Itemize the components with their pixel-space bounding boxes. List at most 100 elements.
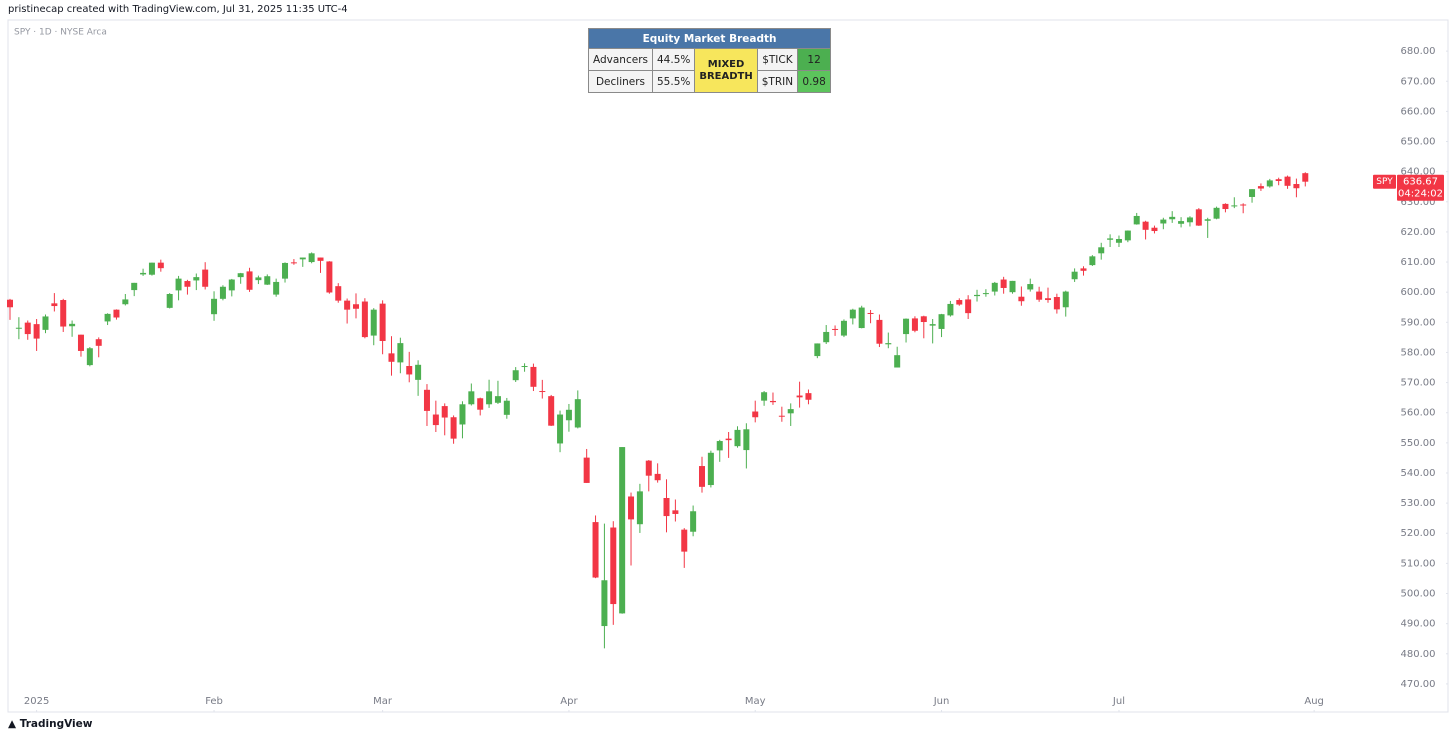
candle-body [681,529,688,552]
candle-body [867,312,874,314]
candle-body [211,298,218,315]
candle-body [503,400,510,415]
candle-body [1257,186,1264,189]
candle-body [1160,219,1167,224]
candle-body [468,391,475,405]
candle-body [397,343,404,363]
candle-body [539,391,546,393]
table-cell: 0.98 [797,70,832,93]
candle-body [805,393,812,400]
y-tick-label: 560.00 [1401,408,1436,419]
candle-body [1107,238,1114,240]
candle-body [237,273,244,278]
price-tag-symbol: SPY [1376,177,1393,187]
candle-body [832,328,839,330]
candle-body [1036,291,1043,300]
candle-body [494,396,501,403]
candle-body [1080,268,1087,271]
candle-body [1000,279,1007,288]
candle-body [42,316,49,330]
candle-body [858,307,865,329]
candle-body [184,281,191,287]
y-tick-label: 580.00 [1401,347,1436,358]
candle-body [273,281,280,295]
candle-body [982,293,989,295]
candle-body [282,262,289,279]
candle-body [255,277,262,281]
candle-body [654,473,661,481]
candle-body [51,303,58,307]
y-tick-label: 550.00 [1401,438,1436,449]
candle-body [193,277,200,281]
candle-body [86,348,93,366]
y-tick-label: 490.00 [1401,619,1436,630]
x-tick-label: Jul [1112,696,1125,707]
candle-body [166,293,173,308]
candle-body [441,406,448,418]
candle-body [769,400,776,403]
breadth-table: Equity Market Breadth Advancers 44.5% MI… [587,28,832,93]
y-tick-label: 530.00 [1401,498,1436,509]
candle-body [450,417,457,439]
candle-body [1018,296,1025,302]
table-cell: Decliners [588,70,653,93]
table-cell: Advancers [588,48,653,71]
table-cell: 44.5% [651,48,696,71]
candle-body [929,324,936,326]
candle-body [1124,230,1131,241]
candle-body [1240,204,1247,206]
candle-body [903,318,910,335]
x-tick-label: Apr [560,696,578,707]
candle-body [1249,189,1256,197]
y-tick-label: 500.00 [1401,589,1436,600]
candle-body [938,314,945,329]
candle-body [113,309,120,318]
table-cell: $TRIN [756,70,799,93]
symbol-info: SPY · 1D · NYSE Arca [14,28,107,38]
y-tick-label: 610.00 [1401,257,1436,268]
y-tick-label: 570.00 [1401,378,1436,389]
y-tick-label: 480.00 [1401,649,1436,660]
candle-body [423,389,430,411]
candle-body [1169,216,1176,220]
candle-body [548,396,555,426]
y-tick-label: 620.00 [1401,227,1436,238]
candle-body [574,399,581,428]
candle-body [379,303,386,342]
candle-body [33,324,40,339]
candle-body [1222,203,1229,210]
x-tick-label: Mar [373,696,393,707]
candle-body [894,355,901,368]
candle-body [228,279,235,291]
candle-body [219,286,226,299]
x-tick-label: Aug [1304,696,1324,707]
candle-body [974,294,981,297]
candle-body [246,271,253,290]
candle-body [308,253,315,263]
candle-body [920,316,927,323]
candle-body [965,299,972,314]
candle-body [264,276,271,285]
x-tick-label: May [745,696,766,707]
candle-body [991,282,998,292]
candle-body [530,366,537,387]
candle-body [823,331,830,343]
candle-body [885,343,892,345]
candle-body [583,457,590,483]
candle-body [370,309,377,336]
candle-body [645,460,652,476]
y-tick-label: 680.00 [1401,46,1436,57]
candle-body [1071,271,1078,280]
candle-body [148,262,155,275]
candle-body [326,261,333,293]
candle-body [131,282,138,291]
price-tag-symbol-bg [1373,174,1396,189]
candle-body [1009,280,1016,293]
candle-body [299,257,306,260]
candle-body [15,327,22,329]
candle-body [388,353,395,362]
candle-body [911,318,918,331]
y-tick-label: 520.00 [1401,528,1436,539]
